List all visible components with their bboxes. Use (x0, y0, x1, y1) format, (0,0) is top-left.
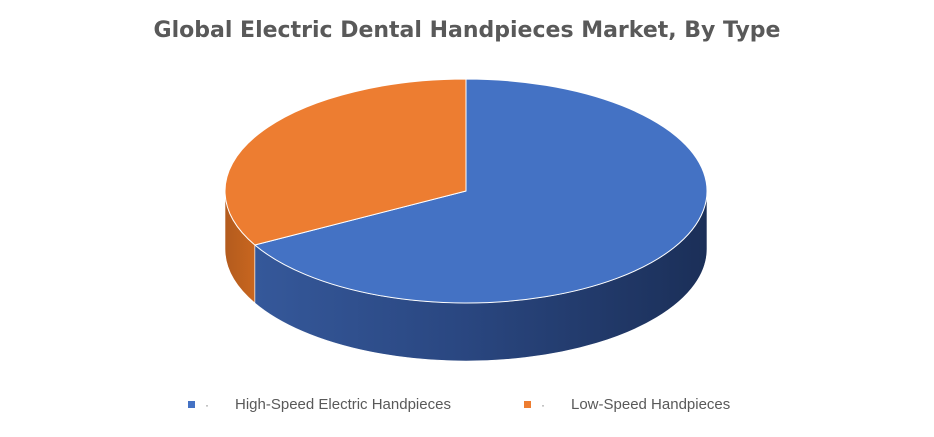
chart-title: Global Electric Dental Handpieces Market… (153, 18, 781, 43)
legend-marker: · (541, 397, 545, 412)
legend-swatch-high-speed (188, 401, 195, 408)
pie-slice-low-speed (224, 78, 467, 246)
legend-label-low-speed: Low-Speed Handpieces (571, 396, 731, 413)
legend-item-high-speed: · High-Speed Electric Handpieces (188, 396, 451, 413)
legend-swatch-low-speed (524, 401, 531, 408)
legend-marker: · (205, 397, 209, 412)
legend-item-low-speed: · Low-Speed Handpieces (524, 396, 730, 413)
pie-slice-high-speed (254, 78, 708, 304)
legend-label-high-speed: High-Speed Electric Handpieces (235, 396, 451, 413)
legend: · High-Speed Electric Handpieces · Low-S… (0, 396, 934, 420)
